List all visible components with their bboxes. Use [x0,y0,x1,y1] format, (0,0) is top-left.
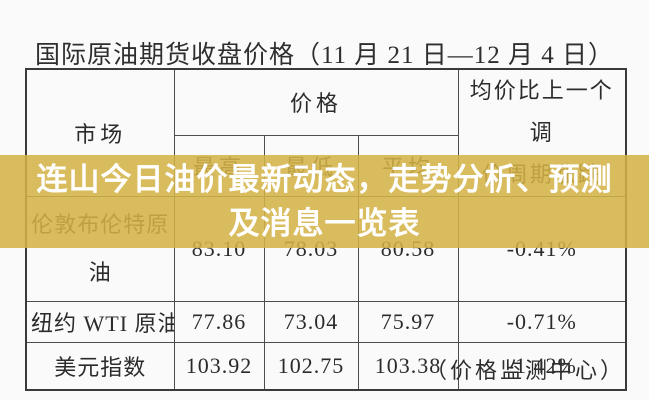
price-group-header-cell: 价格 [173,68,459,136]
headline-overlay-banner: 连山今日油价最新动态，走势分析、预测 及消息一览表 [0,155,649,248]
change-header-line1: 均价比上一个调 [469,78,614,145]
high-cell: 103.92 [173,342,265,390]
avg-cell: 75.97 [357,301,459,343]
table-row-wti: 纽约 WTI 原油 77.86 73.04 75.97 -0.71% [25,301,627,343]
table-row-usd-index: 美元指数 103.92 102.75 103.38 -1.42% [25,342,627,390]
market-cell: 美元指数 [25,342,175,390]
headline-line2: 及消息一览表 [228,205,421,241]
change-cell: -1.42% [457,342,627,390]
low-cell: 102.75 [263,342,359,390]
avg-cell: 103.38 [357,342,459,390]
low-cell: 73.04 [263,301,359,343]
change-cell: -0.71% [457,301,627,343]
table-title: 国际原油期货收盘价格（11 月 21 日—12 月 4 日） [34,42,615,69]
market-cell: 纽约 WTI 原油 [25,301,175,343]
source-credit: （价格监测中心） [424,358,625,383]
headline-line1: 连山今日油价最新动态，走势分析、预测 [36,161,613,197]
header-row-group: 市场 价格 均价比上一个调 价周期涨跌 [25,68,627,197]
high-cell: 77.86 [173,301,265,343]
